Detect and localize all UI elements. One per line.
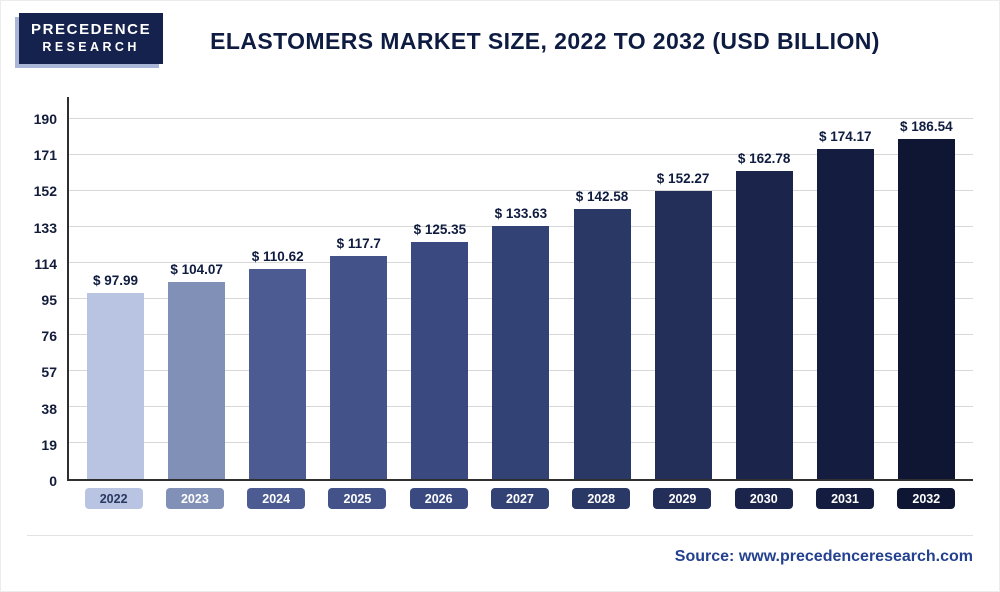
gridline: [69, 154, 973, 155]
bar: [735, 170, 793, 479]
bar-value-label: $ 174.17: [818, 129, 872, 144]
bar: [87, 293, 145, 479]
x-labels: 2022 2023 2024 2025 2026 2027 2028 2029 2030 2031…: [67, 481, 973, 509]
bar-value-label: $ 110.62: [251, 249, 304, 265]
x-axis-label-pill: 2031: [816, 488, 875, 509]
precedence-research-logo: PRECEDENCE RESEARCH: [19, 13, 164, 65]
bar-column: $ 133.63: [492, 119, 550, 479]
x-axis-label-pill: 2027: [490, 488, 549, 509]
bar-column: $ 174.17: [816, 119, 874, 479]
bar-value-label: $ 152.27: [656, 170, 710, 186]
y-tick-label: 190: [33, 111, 57, 127]
bar: [654, 190, 712, 479]
bar-column: $ 186.54: [897, 119, 955, 479]
bar-value-label: $ 97.99: [93, 273, 139, 289]
bar-value-label: $ 125.35: [413, 221, 467, 237]
bar-column: $ 104.07: [168, 119, 226, 479]
bar: [816, 149, 874, 479]
logo-line1: PRECEDENCE: [31, 21, 152, 38]
source-text: Source: www.precedenceresearch.com: [674, 548, 973, 565]
bar: [411, 241, 469, 479]
gridline: [69, 190, 973, 191]
y-tick-layer: 0 19 38 57 76 95 114 133 152 171 190: [15, 112, 67, 488]
x-axis-label-pill: 2032: [897, 488, 956, 509]
x-axis-label-pill: 2025: [328, 488, 387, 509]
bar: [249, 269, 307, 479]
bar: [573, 208, 631, 479]
bar-column: $ 110.62: [249, 119, 307, 479]
footer: Source: www.precedenceresearch.com: [27, 535, 973, 566]
x-axis-label-pill: 2028: [572, 488, 631, 509]
bar-value-label: $ 162.78: [737, 150, 791, 166]
header: PRECEDENCE RESEARCH Elastomers Market Si…: [1, 1, 999, 81]
y-tick-label: 57: [41, 364, 57, 381]
bar-value-label: $ 133.63: [494, 205, 548, 221]
y-tick-label: 38: [41, 400, 57, 417]
bar-value-label: $ 142.58: [575, 188, 629, 204]
y-tick-label: 19: [41, 436, 57, 453]
bar-column: $ 97.99: [87, 119, 145, 479]
y-tick-label: 133: [33, 219, 57, 236]
bar: [492, 225, 550, 479]
x-axis-label-pill: 2026: [409, 488, 468, 509]
bar-value-label: $ 104.07: [170, 261, 223, 277]
y-tick-label: 114: [34, 255, 57, 272]
chart-title: Elastomers Market Size, 2022 to 2032 (US…: [210, 27, 880, 54]
logo-line2: RESEARCH: [42, 39, 140, 54]
y-tick-label: 0: [49, 473, 57, 489]
y-tick-label: 152: [33, 183, 57, 200]
gridline: [69, 118, 973, 119]
page: PRECEDENCE RESEARCH Elastomers Market Si…: [1, 1, 999, 566]
bar-column: $ 125.35: [411, 119, 469, 479]
bar-column: $ 162.78: [735, 119, 793, 479]
y-tick-label: 171: [33, 147, 57, 164]
x-axis-label-pill: 2029: [653, 488, 712, 509]
y-tick-label: 95: [41, 292, 57, 308]
bar-column: $ 142.58: [573, 119, 631, 479]
y-tick-label: 76: [41, 328, 57, 345]
x-axis-label-pill: 2024: [247, 488, 306, 509]
chart: 0 19 38 57 76 95 114 133 152 171 190 $ 97.99 $ 104.…: [15, 97, 973, 509]
bar: [168, 281, 226, 479]
bars: $ 97.99 $ 104.07 $ 110.62 $ 117.7 $ 125.35 $ …: [69, 119, 973, 479]
bar-value-label: $ 117.7: [336, 236, 381, 251]
y-axis: 0 19 38 57 76 95 114 133 152 171 190: [15, 97, 67, 488]
bar: [330, 256, 388, 479]
x-axis-label-pill: 2023: [165, 488, 224, 509]
x-axis-label-pill: 2022: [84, 488, 143, 509]
bar: [897, 139, 955, 479]
x-axis-label-pill: 2030: [734, 488, 793, 509]
plot-area: $ 97.99 $ 104.07 $ 110.62 $ 117.7 $ 125.35 $ …: [67, 97, 973, 481]
bar-value-label: $ 186.54: [900, 119, 953, 134]
bar-column: $ 152.27: [654, 119, 712, 479]
bar-column: $ 117.7: [330, 119, 388, 479]
